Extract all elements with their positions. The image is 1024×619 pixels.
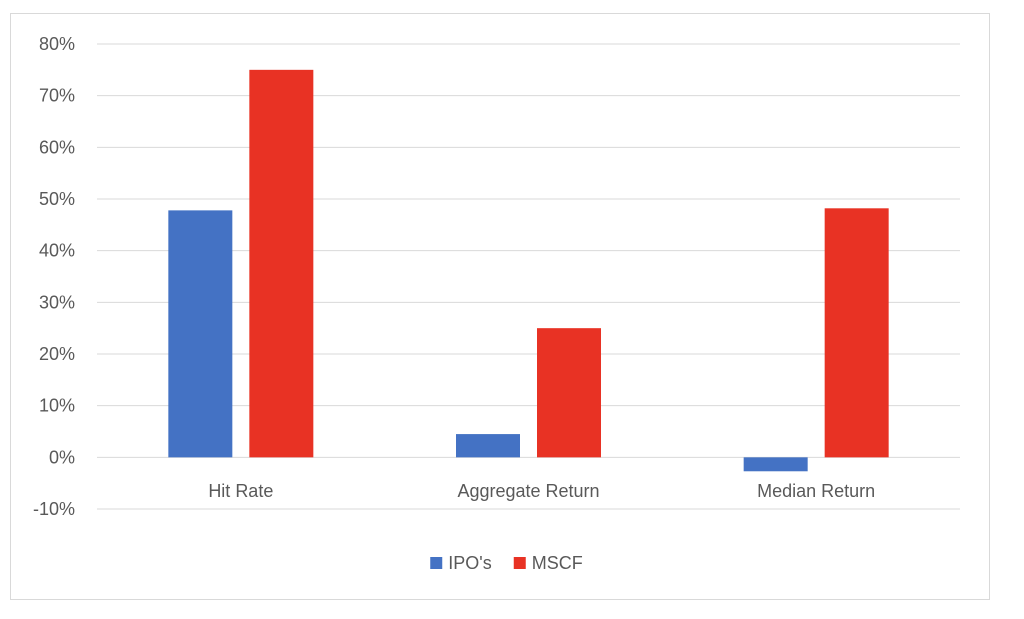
bar-ipo-s-0 xyxy=(168,210,233,458)
bar-mscf-1 xyxy=(537,328,601,458)
y-tick-label: 10% xyxy=(39,396,75,416)
bar-ipo-s-1 xyxy=(456,434,520,458)
legend-swatch xyxy=(513,557,526,569)
x-category-label: Aggregate Return xyxy=(457,481,599,501)
y-tick-label: 40% xyxy=(39,241,75,261)
bar-mscf-2 xyxy=(824,208,889,458)
y-tick-label: 30% xyxy=(39,292,75,312)
y-tick-label: 20% xyxy=(39,344,75,364)
y-tick-label: -10% xyxy=(33,499,75,519)
bar-ipo-s-2 xyxy=(743,457,808,472)
y-tick-label: 80% xyxy=(39,34,75,54)
y-tick-label: 0% xyxy=(49,447,75,467)
x-category-label: Hit Rate xyxy=(208,481,273,501)
y-tick-label: 50% xyxy=(39,189,75,209)
legend-label: MSCF xyxy=(532,553,583,573)
legend-label: IPO's xyxy=(448,553,491,573)
x-category-label: Median Return xyxy=(757,481,875,501)
legend-swatch xyxy=(430,557,443,569)
bar-mscf-0 xyxy=(249,69,314,458)
y-tick-label: 70% xyxy=(39,86,75,106)
y-tick-label: 60% xyxy=(39,137,75,157)
